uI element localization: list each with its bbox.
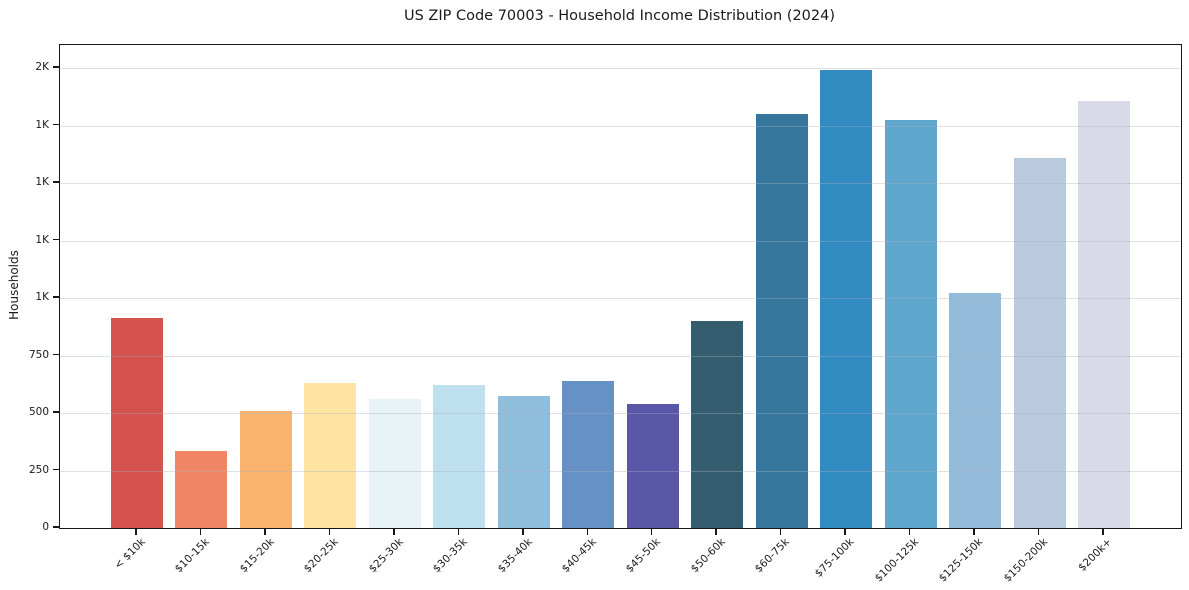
- y-tick-mark: [53, 66, 59, 68]
- x-tick-mark: [586, 528, 589, 535]
- bar: [239, 410, 292, 528]
- x-tick-mark: [457, 528, 460, 535]
- x-tick-label: $25-30k: [366, 536, 406, 576]
- x-tick-mark: [650, 528, 653, 535]
- x-tick-label: $150-200k: [1001, 536, 1051, 585]
- x-tick-label: $40-45k: [559, 536, 599, 576]
- x-tick-mark: [135, 528, 137, 535]
- x-tick-label: $20-25k: [301, 536, 341, 576]
- x-tick-label: $15-20k: [237, 536, 277, 576]
- x-tick-mark: [779, 528, 782, 535]
- x-tick-mark: [393, 528, 395, 535]
- bar: [755, 114, 808, 528]
- x-tick-mark: [1037, 528, 1040, 535]
- y-tick-label: 1K: [35, 233, 49, 246]
- bar: [562, 380, 615, 528]
- y-tick-label: 1K: [35, 176, 49, 188]
- y-tick-label: 1K: [35, 291, 49, 303]
- x-tick-mark: [715, 528, 717, 535]
- bar: [368, 399, 421, 528]
- x-tick-label: $10-15k: [172, 536, 212, 576]
- bar: [497, 395, 550, 528]
- bar: [304, 383, 357, 528]
- y-tick-label: 750: [28, 348, 49, 361]
- bar: [433, 385, 486, 528]
- y-tick-label: 0: [42, 521, 49, 533]
- bar: [884, 119, 937, 528]
- x-tick-label: $30-35k: [430, 536, 470, 576]
- x-tick-label: $200k+: [1076, 536, 1115, 574]
- y-tick-mark: [53, 353, 59, 356]
- bar: [949, 293, 1002, 528]
- bar: [175, 450, 228, 528]
- y-tick-mark: [53, 526, 59, 528]
- x-tick-mark: [328, 528, 331, 535]
- x-tick-mark: [973, 528, 975, 535]
- bar: [626, 403, 679, 528]
- x-tick-label: $100-125k: [872, 536, 922, 585]
- x-tick-label: < $10k: [111, 536, 148, 572]
- x-tick-label: $45-50k: [624, 536, 664, 576]
- y-tick-mark: [53, 181, 59, 183]
- x-tick-mark: [1102, 528, 1104, 535]
- x-tick-label: $75-100k: [812, 536, 857, 580]
- y-tick-label: 500: [28, 406, 49, 418]
- y-tick-mark: [53, 411, 59, 413]
- x-tick-mark: [522, 528, 524, 535]
- plot-area: [59, 44, 1182, 529]
- bars-container: [60, 45, 1181, 528]
- x-tick-label: $50-60k: [688, 536, 728, 576]
- y-tick-label: 1K: [35, 118, 49, 131]
- y-tick-mark: [53, 123, 59, 126]
- y-tick-mark: [53, 238, 59, 241]
- y-tick-mark: [53, 296, 59, 298]
- bar: [1013, 157, 1066, 528]
- x-tick-label: $35-40k: [495, 536, 535, 576]
- x-tick-mark: [264, 528, 266, 535]
- y-tick-label: 250: [28, 463, 49, 476]
- x-tick-mark: [908, 528, 911, 535]
- x-tick-mark: [199, 528, 202, 535]
- x-tick-label: $60-75k: [753, 536, 793, 576]
- x-tick-mark: [844, 528, 846, 535]
- x-tick-label: $125-150k: [937, 536, 986, 585]
- bar: [1078, 101, 1130, 528]
- y-tick-label: 2K: [35, 61, 49, 73]
- chart-title: US ZIP Code 70003 - Household Income Dis…: [403, 8, 836, 24]
- bar: [691, 321, 744, 528]
- y-axis-label: Households: [7, 250, 21, 320]
- bar: [820, 70, 873, 528]
- y-tick-mark: [53, 468, 59, 471]
- bar: [111, 317, 163, 528]
